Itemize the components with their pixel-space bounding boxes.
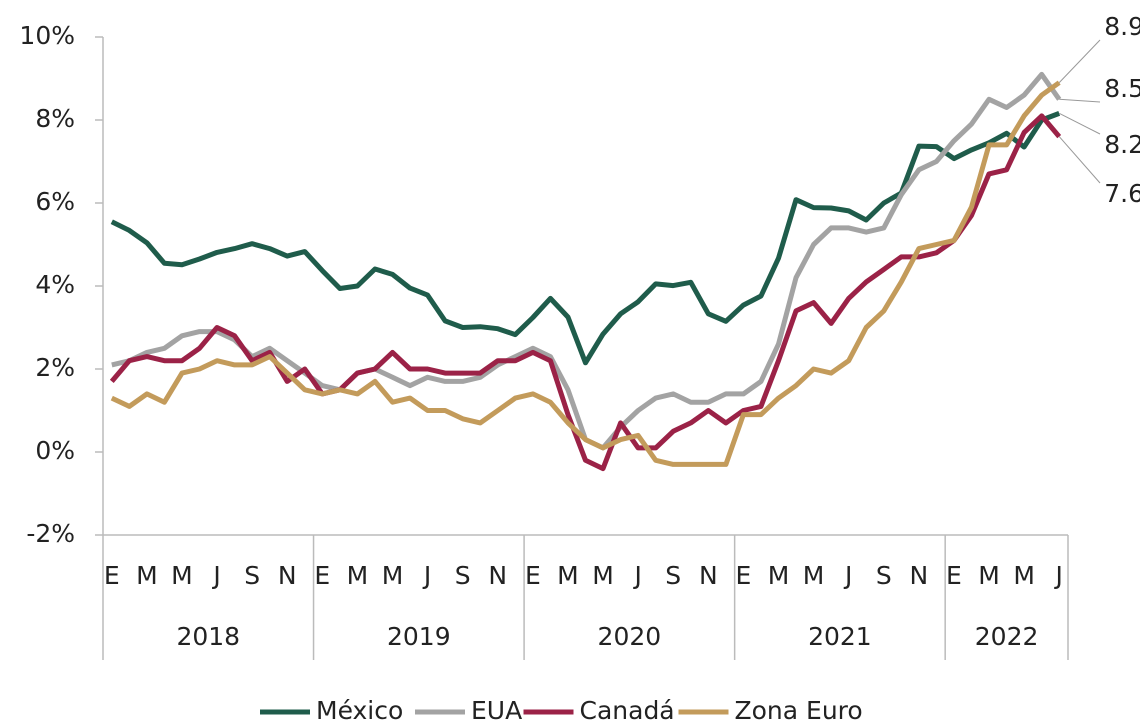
x-tick-label: M — [171, 561, 193, 590]
leader-line — [1058, 39, 1101, 83]
x-tick-label: S — [665, 561, 681, 590]
x-tick-label: E — [946, 561, 962, 590]
leader-line — [1059, 112, 1101, 135]
x-tick-label: M — [382, 561, 404, 590]
group-label: 2018 — [176, 622, 240, 651]
x-tick-label: N — [278, 561, 297, 590]
x-tick-label: M — [1013, 561, 1035, 590]
legend-label: EUA — [471, 696, 522, 725]
series-line — [110, 80, 1061, 467]
y-tick-label: -2% — [26, 519, 75, 548]
legend-label: Zona Euro — [735, 696, 863, 725]
data-label: 7.6% — [1104, 179, 1140, 208]
y-tick-label: 8% — [35, 104, 75, 133]
data-label: 8.5% — [1104, 74, 1140, 103]
x-tick-label: S — [244, 561, 260, 590]
group-label: 2021 — [808, 622, 872, 651]
data-label: 8.9% — [1104, 12, 1140, 41]
x-tick-label: S — [455, 561, 471, 590]
x-tick-label: E — [314, 561, 330, 590]
x-tick-label: J — [422, 561, 431, 590]
x-tick-label: N — [488, 561, 507, 590]
series-line — [110, 111, 1061, 366]
x-tick-label: N — [910, 561, 929, 590]
x-tick-label: M — [803, 561, 825, 590]
group-label: 2019 — [387, 622, 451, 651]
x-tick-label: J — [1054, 561, 1063, 590]
group-label: 2022 — [975, 622, 1039, 651]
x-tick-label: J — [843, 561, 852, 590]
y-tick-label: 6% — [35, 187, 75, 216]
x-tick-label: M — [978, 561, 1000, 590]
legend-label: México — [316, 696, 403, 725]
legend-label: Canadá — [580, 696, 675, 725]
x-tick-label: M — [768, 561, 790, 590]
series-line — [109, 113, 1062, 472]
x-tick-label: M — [557, 561, 579, 590]
data-label: 8.2% — [1104, 130, 1140, 159]
y-tick-label: 2% — [35, 353, 75, 382]
series-line — [111, 71, 1062, 451]
y-tick-label: 4% — [35, 270, 75, 299]
y-tick-label: 0% — [35, 436, 75, 465]
x-tick-label: M — [136, 561, 158, 590]
y-tick-label: 10% — [19, 21, 75, 50]
x-tick-label: N — [699, 561, 718, 590]
x-tick-label: E — [525, 561, 541, 590]
leader-line — [1059, 98, 1101, 103]
x-tick-label: S — [876, 561, 892, 590]
x-tick-label: J — [632, 561, 641, 590]
leader-line — [1058, 136, 1101, 184]
x-tick-label: E — [104, 561, 120, 590]
x-tick-label: J — [211, 561, 220, 590]
x-tick-label: M — [592, 561, 614, 590]
group-label: 2020 — [598, 622, 662, 651]
x-tick-label: E — [736, 561, 752, 590]
x-tick-label: M — [347, 561, 369, 590]
